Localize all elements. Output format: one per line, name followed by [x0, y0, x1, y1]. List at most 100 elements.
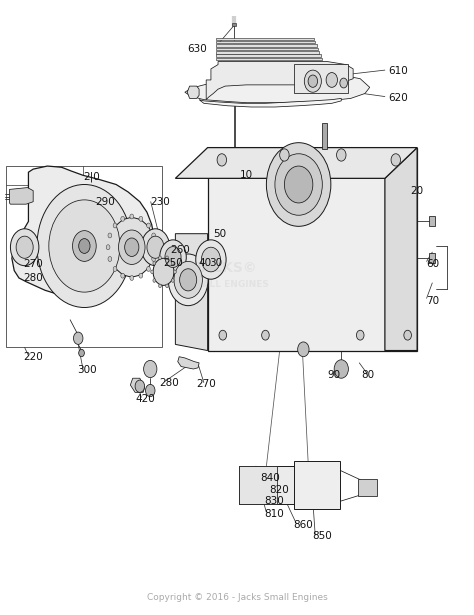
Circle shape — [37, 184, 132, 308]
Text: 630: 630 — [187, 44, 207, 54]
Text: 830: 830 — [264, 496, 284, 506]
Circle shape — [113, 266, 117, 271]
Text: 230: 230 — [151, 197, 171, 207]
Circle shape — [73, 332, 83, 344]
Circle shape — [356, 330, 364, 340]
Text: 280: 280 — [23, 273, 43, 283]
Polygon shape — [187, 86, 199, 98]
Circle shape — [106, 245, 110, 250]
Circle shape — [404, 330, 411, 340]
Bar — [216, 41, 315, 43]
Circle shape — [275, 154, 322, 215]
Polygon shape — [385, 148, 417, 351]
Circle shape — [159, 256, 162, 260]
Circle shape — [298, 342, 309, 357]
Circle shape — [151, 270, 154, 274]
Text: 290: 290 — [95, 197, 115, 207]
Circle shape — [280, 149, 289, 161]
Circle shape — [165, 284, 168, 288]
Bar — [239, 466, 277, 504]
Circle shape — [159, 284, 162, 288]
Bar — [358, 479, 377, 496]
Circle shape — [196, 240, 226, 279]
Circle shape — [180, 269, 197, 291]
Text: 270: 270 — [23, 260, 43, 269]
Circle shape — [165, 247, 181, 268]
Polygon shape — [206, 62, 353, 100]
Text: Copyright © 2016 - Jacks Small Engines: Copyright © 2016 - Jacks Small Engines — [146, 593, 328, 602]
Text: 840: 840 — [260, 473, 280, 483]
Text: 270: 270 — [197, 379, 217, 389]
Bar — [216, 58, 322, 60]
Circle shape — [130, 276, 134, 280]
Circle shape — [153, 279, 156, 282]
Circle shape — [139, 273, 143, 278]
Circle shape — [118, 230, 145, 264]
Text: 30: 30 — [210, 258, 223, 268]
Text: 20: 20 — [410, 186, 423, 196]
Polygon shape — [185, 75, 370, 103]
Circle shape — [146, 223, 150, 228]
Circle shape — [135, 380, 145, 392]
Polygon shape — [175, 148, 417, 178]
Text: 70: 70 — [427, 296, 440, 306]
Circle shape — [144, 360, 157, 378]
Text: 10: 10 — [239, 170, 253, 180]
Circle shape — [79, 349, 84, 357]
Circle shape — [79, 239, 90, 253]
Circle shape — [147, 236, 164, 258]
Text: 90: 90 — [327, 370, 340, 380]
Bar — [322, 123, 327, 149]
Circle shape — [130, 214, 134, 219]
Circle shape — [391, 154, 401, 166]
Circle shape — [168, 254, 208, 306]
Circle shape — [153, 258, 174, 285]
Polygon shape — [178, 357, 199, 369]
Circle shape — [217, 154, 227, 166]
Circle shape — [219, 330, 227, 340]
Circle shape — [171, 279, 174, 282]
Bar — [216, 51, 319, 54]
Circle shape — [160, 240, 186, 274]
Circle shape — [125, 238, 139, 256]
Circle shape — [153, 261, 156, 265]
Bar — [208, 148, 417, 351]
Circle shape — [326, 73, 337, 87]
Text: 220: 220 — [23, 352, 43, 362]
Circle shape — [139, 216, 143, 221]
Circle shape — [340, 78, 347, 88]
Text: 620: 620 — [389, 93, 409, 103]
Bar — [216, 48, 318, 50]
Text: 2|0: 2|0 — [83, 171, 100, 182]
Polygon shape — [12, 166, 154, 295]
Bar — [294, 64, 348, 93]
Text: JACKS©: JACKS© — [197, 261, 258, 274]
Circle shape — [165, 256, 168, 260]
Circle shape — [121, 216, 125, 221]
Text: 50: 50 — [213, 229, 227, 239]
Circle shape — [266, 143, 331, 226]
Circle shape — [154, 245, 157, 250]
Circle shape — [171, 261, 174, 265]
Circle shape — [146, 266, 150, 271]
Bar — [294, 461, 340, 509]
Polygon shape — [199, 98, 341, 107]
Circle shape — [73, 231, 96, 261]
Text: 810: 810 — [264, 509, 284, 518]
Bar — [429, 253, 435, 263]
Circle shape — [49, 200, 120, 292]
Text: 280: 280 — [159, 378, 179, 387]
Circle shape — [337, 149, 346, 161]
Circle shape — [121, 273, 125, 278]
Circle shape — [16, 236, 33, 258]
Polygon shape — [130, 378, 145, 392]
Circle shape — [108, 256, 112, 261]
Circle shape — [109, 218, 155, 277]
Polygon shape — [175, 234, 208, 351]
Circle shape — [334, 360, 348, 378]
Text: 860: 860 — [293, 520, 313, 530]
Circle shape — [173, 270, 176, 274]
Circle shape — [308, 75, 318, 87]
Circle shape — [152, 233, 155, 238]
Circle shape — [284, 166, 313, 203]
